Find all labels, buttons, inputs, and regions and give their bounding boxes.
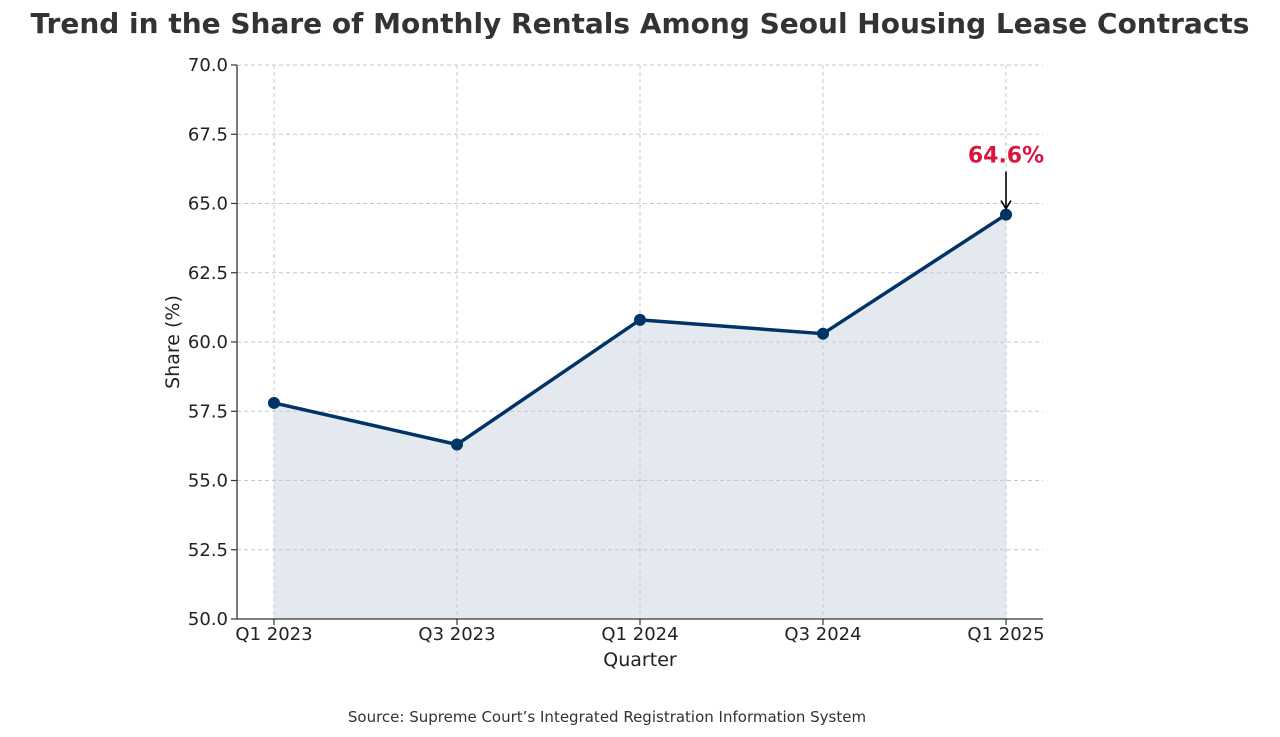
data-point-q1-2023 — [268, 396, 280, 409]
y-tick-label: 52.5 — [188, 540, 228, 561]
y-axis-label: Share (%) — [162, 295, 184, 389]
y-tick-label: 70.0 — [188, 55, 228, 76]
x-tick-label: Q3 2023 — [418, 624, 495, 645]
y-tick-label: 65.0 — [188, 194, 228, 215]
y-tick-label: 60.0 — [188, 332, 228, 353]
y-tick-label: 55.0 — [188, 471, 228, 492]
x-axis-label: Quarter — [603, 649, 677, 671]
annotation-arrow-head — [1000, 200, 1012, 211]
x-tick-label: Q1 2023 — [235, 624, 312, 645]
data-point-q3-2023 — [451, 438, 463, 451]
y-tick-label: 67.5 — [188, 124, 228, 145]
source-note: Source: Supreme Court’s Integrated Regis… — [348, 708, 866, 726]
x-tick-label: Q3 2024 — [784, 624, 861, 645]
axes — [231, 64, 1043, 625]
x-tick-label: Q1 2024 — [601, 624, 678, 645]
data-point-q1-2024 — [634, 313, 646, 326]
x-tick-label: Q1 2025 — [967, 624, 1044, 645]
y-tick-label: 62.5 — [188, 263, 228, 284]
y-tick-label: 50.0 — [188, 609, 228, 630]
data-point-q3-2024 — [817, 327, 829, 340]
data-points — [268, 208, 1012, 451]
annotation-label: 64.6% — [968, 144, 1044, 169]
data-point-q1-2025 — [1000, 208, 1012, 221]
annotation: 64.6% — [968, 144, 1044, 211]
chart-title: Trend in the Share of Monthly Rentals Am… — [31, 7, 1250, 40]
tick-labels: 50.0 52.5 55.0 57.5 60.0 62.5 65.0 67.5 70.0 Q1 2… — [188, 55, 1045, 645]
y-tick-label: 57.5 — [188, 401, 228, 422]
plot-area: 50.0 52.5 55.0 57.5 60.0 62.5 65.0 67.5 70.0 Q1 2… — [188, 55, 1045, 645]
